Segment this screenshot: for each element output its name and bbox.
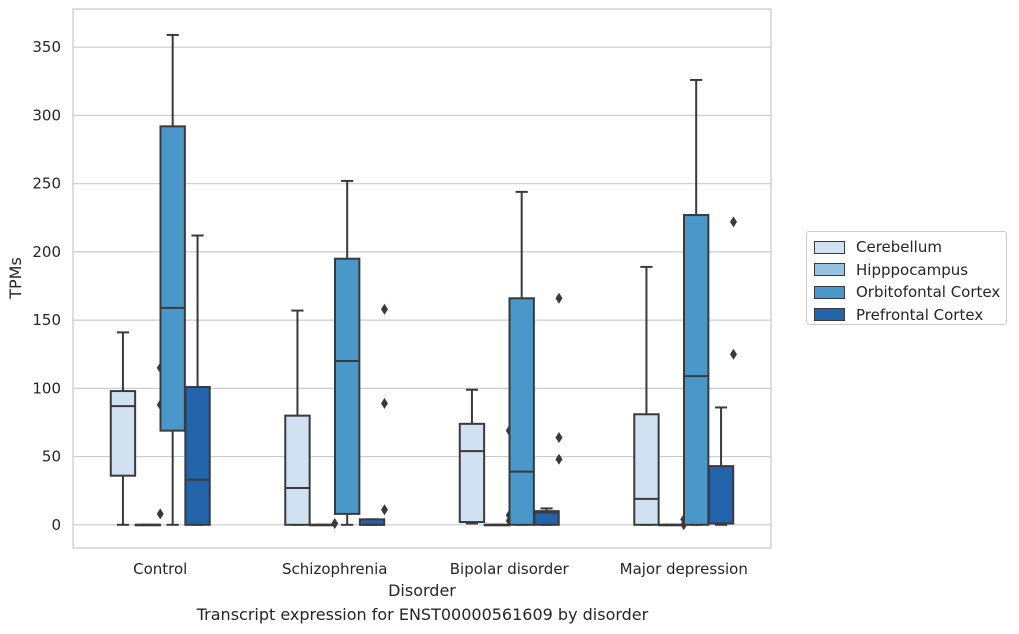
box-cerebellum-schizophrenia [284, 309, 311, 526]
box-prefrontal-cortex-control [184, 234, 211, 526]
y-tick-label: 250 [32, 175, 61, 193]
legend-item-orbitofrontal-cortex: Orbitofontal Cortex [814, 281, 1006, 304]
box-cerebellum-control [109, 331, 137, 526]
box-orbitofontal-cortex-control [159, 33, 186, 526]
y-tick-label: 150 [32, 311, 61, 329]
y-tick-label: 350 [32, 38, 61, 56]
legend-label-prefrontal-cortex: Prefrontal Cortex [856, 305, 984, 324]
legend-item-prefrontal-cortex: Prefrontal Cortex [814, 304, 1006, 327]
x-tick-label-schizophrenia: Schizophrenia [282, 560, 387, 578]
legend-label-orbitofrontal-cortex: Orbitofontal Cortex [856, 283, 1001, 302]
y-axis-label: TPMs [6, 257, 25, 300]
legend-swatch-cerebellum [814, 240, 845, 254]
x-axis-label: Disorder [388, 581, 456, 600]
x-tick-label-control: Control [133, 560, 187, 578]
plot-frame [72, 8, 772, 549]
box-body [284, 414, 311, 526]
x-tick-label-bipolar-disorder: Bipolar disorder [450, 560, 570, 578]
box-orbitofontal-cortex-bipolar-disorder [508, 190, 535, 526]
plot-boxes [109, 33, 737, 531]
outlier-point [380, 303, 388, 315]
box-body [508, 297, 535, 526]
box-body [109, 390, 137, 477]
box-body [159, 125, 186, 432]
box-body [633, 413, 660, 526]
y-tick-label: 200 [32, 243, 61, 261]
y-tick-label: 300 [32, 106, 61, 124]
outlier-point [729, 348, 737, 360]
legend-item-cerebellum: Cerebellum [814, 236, 1006, 259]
box-body [333, 257, 361, 515]
box-cerebellum-bipolar-disorder [458, 388, 486, 525]
outlier-point [331, 517, 339, 529]
legend-item-hippocampus: Hipppocampus [814, 259, 1006, 282]
outlier-point [380, 397, 388, 409]
tick-labels: 0 50 100 150 200 250 300 350 Control Schizophreni… [32, 38, 748, 578]
figure-caption: Transcript expression for ENST0000056160… [196, 605, 649, 624]
legend-swatch-hippocampus [814, 263, 845, 277]
outlier-point [380, 504, 388, 516]
box-hipppocampus-schizophrenia [309, 517, 339, 529]
y-tick-label: 0 [51, 516, 61, 534]
box-body [707, 465, 735, 525]
box-orbitofontal-cortex-major-depression [682, 78, 710, 526]
box-cerebellum-major-depression [633, 265, 660, 526]
box-prefrontal-cortex-bipolar-disorder [533, 292, 563, 526]
box-body [533, 510, 560, 526]
outlier-point [729, 216, 737, 228]
box-body [184, 385, 211, 526]
legend-label-cerebellum: Cerebellum [856, 238, 942, 257]
outlier-point [555, 431, 563, 443]
legend-swatch-orbitofrontal-cortex [814, 285, 845, 299]
box-body [682, 214, 710, 526]
outlier-point [555, 292, 563, 304]
x-tick-label-major-depression: Major depression [620, 560, 748, 578]
legend-swatch-prefrontal-cortex [814, 308, 845, 322]
outlier-point [156, 508, 164, 520]
box-orbitofontal-cortex-schizophrenia [333, 179, 361, 526]
y-tick-label: 50 [42, 448, 61, 466]
legend-label-hippocampus: Hipppocampus [856, 260, 969, 279]
box-prefrontal-cortex-major-depression [707, 216, 737, 526]
y-tick-label: 100 [32, 379, 61, 397]
box-prefrontal-cortex-schizophrenia [358, 303, 388, 526]
box-body [458, 422, 486, 524]
outlier-point [555, 453, 563, 465]
legend: Cerebellum Hipppocampus Orbitofontal Cor… [806, 231, 1007, 325]
